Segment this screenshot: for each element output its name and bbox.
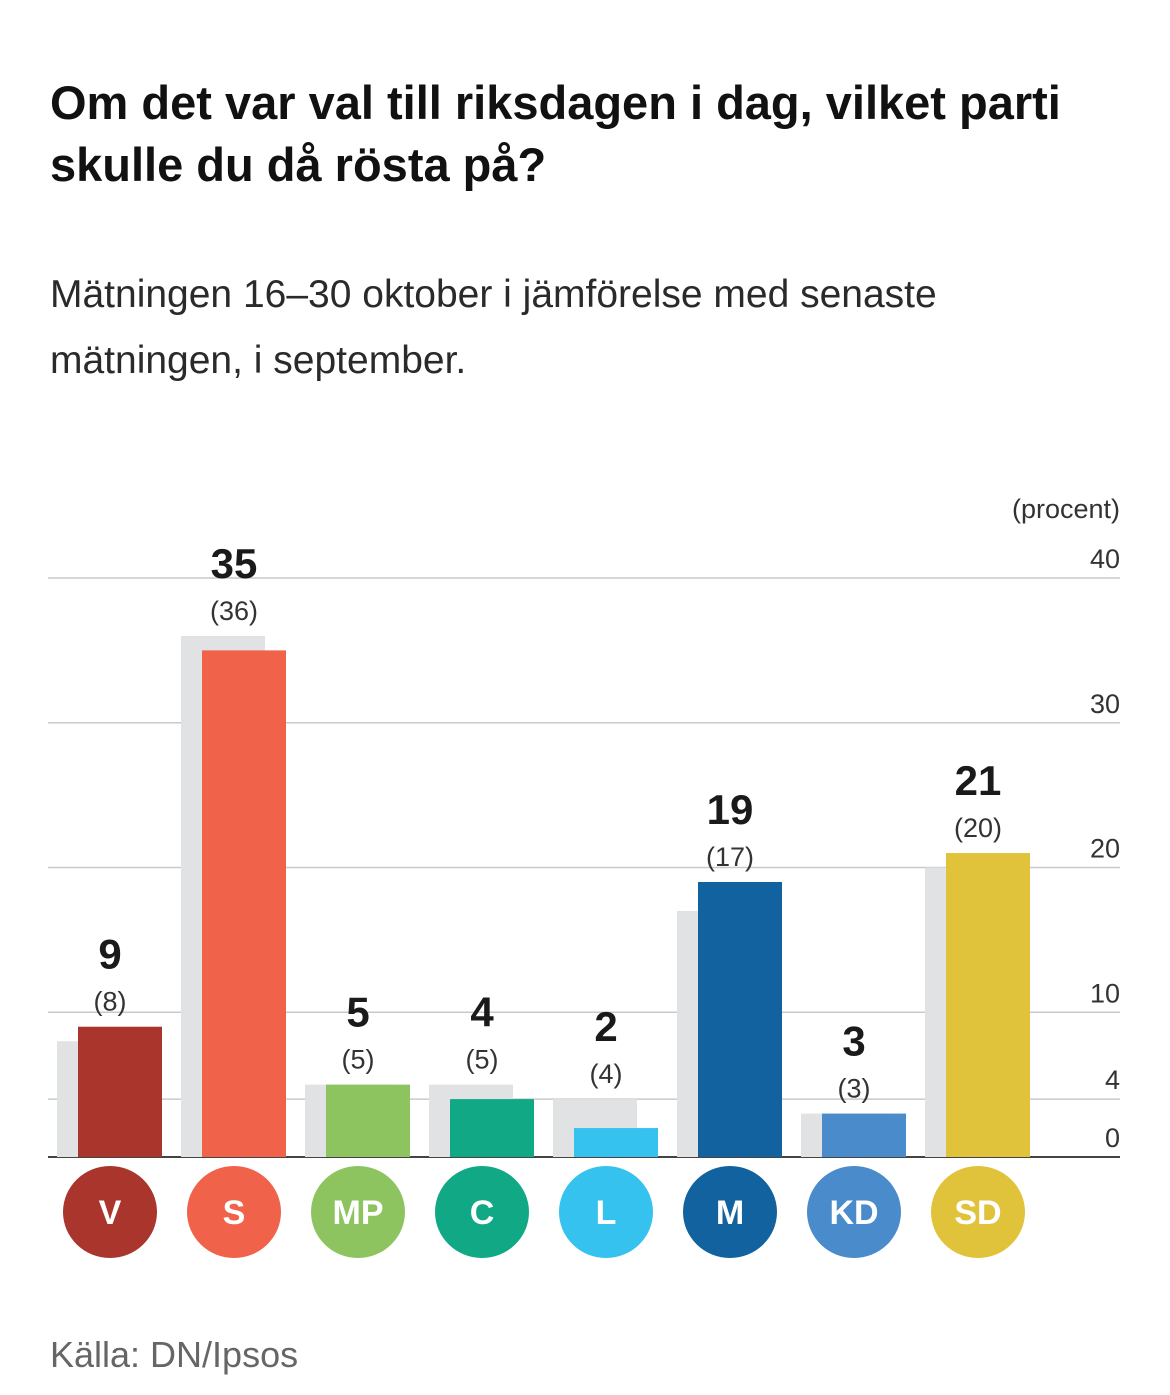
y-axis-ticks: 0 4 10 20 30 40 (1090, 544, 1120, 1153)
bar-m (698, 881, 782, 1157)
value-label: 9 (98, 931, 121, 978)
party-badges: V S MP C L M KD SD (63, 1166, 1025, 1258)
current-bars (78, 650, 1030, 1157)
value-label: 35 (211, 540, 258, 587)
party-badge-m (683, 1166, 777, 1258)
bar-s (202, 650, 286, 1157)
value-label: 5 (346, 989, 369, 1036)
previous-value-label: (5) (466, 1045, 499, 1075)
y-tick-label: 0 (1105, 1123, 1120, 1153)
party-badge-label: M (716, 1194, 744, 1232)
party-badge-s (187, 1166, 281, 1258)
bar-sd (946, 853, 1030, 1157)
party-badge-v (63, 1166, 157, 1258)
source-note: Källa: DN/Ipsos (50, 1334, 299, 1375)
party-badge-label: S (223, 1194, 246, 1232)
value-labels: (8) 9 (36) 35 (5) 5 (5) 4 (4) 2 (17) 19 (3) 3 (20) 21 (94, 540, 1003, 1104)
party-badge-mp (311, 1166, 405, 1258)
bar-l (574, 1128, 658, 1157)
previous-value-label: (4) (590, 1059, 623, 1089)
party-badge-label: C (470, 1194, 495, 1232)
party-badge-kd (807, 1166, 901, 1258)
party-badge-label: KD (829, 1194, 878, 1232)
party-badge-l (559, 1166, 653, 1258)
value-label: 21 (955, 757, 1002, 804)
y-tick-label: 10 (1090, 978, 1120, 1008)
party-badge-label: V (99, 1194, 122, 1232)
party-badge-label: SD (954, 1194, 1001, 1232)
party-badge-sd (931, 1166, 1025, 1258)
previous-value-label: (17) (706, 842, 754, 872)
previous-value-label: (20) (954, 813, 1002, 843)
y-tick-label: 30 (1090, 689, 1120, 719)
party-badge-label: MP (333, 1194, 384, 1232)
y-tick-label: 20 (1090, 834, 1120, 864)
party-badge-c (435, 1166, 529, 1258)
value-label: 19 (707, 786, 754, 833)
bar-v (78, 1026, 162, 1157)
bar-mp (326, 1084, 410, 1157)
y-tick-label: 40 (1090, 544, 1120, 574)
value-label: 2 (594, 1003, 617, 1050)
party-badge-label: L (596, 1194, 617, 1232)
previous-value-label: (3) (838, 1074, 871, 1104)
bar-kd (822, 1113, 906, 1157)
y-tick-label: 4 (1105, 1065, 1120, 1095)
previous-value-label: (36) (210, 596, 258, 626)
chart-subtitle: Mätningen 16–30 oktober i jämförelse med… (50, 273, 937, 382)
chart-title: Om det var val till riksdagen i dag, vil… (50, 76, 1061, 191)
y-axis-unit-label: (procent) (1011, 494, 1120, 524)
previous-value-label: (8) (94, 987, 127, 1017)
bar-c (450, 1099, 534, 1157)
previous-value-label: (5) (342, 1045, 375, 1075)
value-label: 3 (842, 1018, 865, 1065)
value-label: 4 (470, 989, 494, 1036)
